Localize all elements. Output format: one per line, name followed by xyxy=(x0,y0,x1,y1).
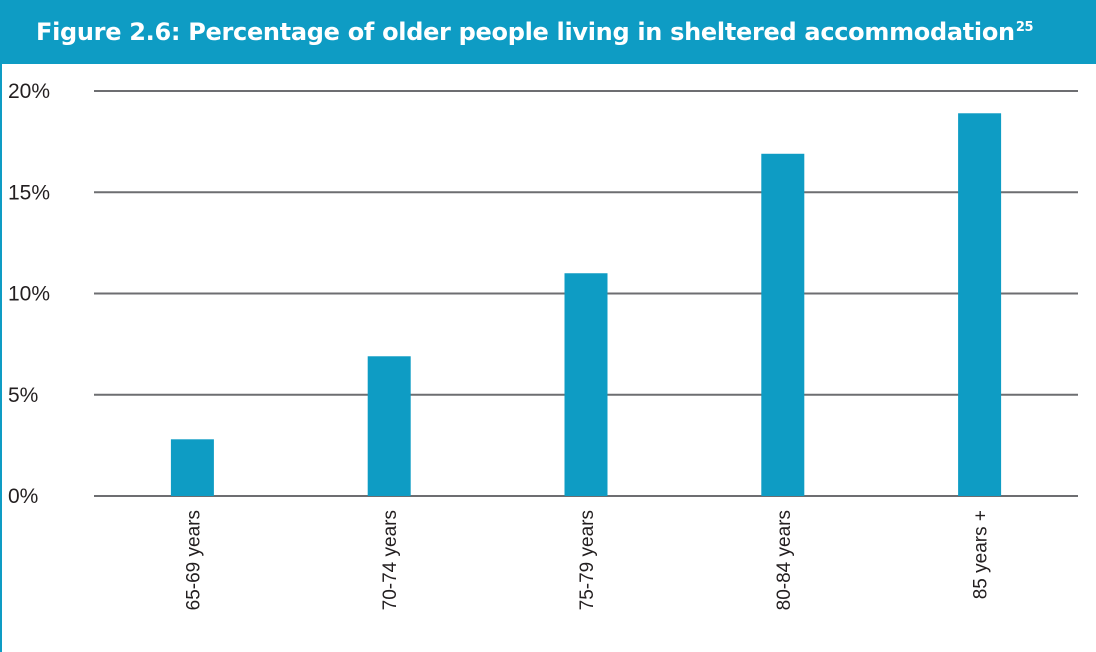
y-tick-label: 20% xyxy=(8,80,50,103)
y-tick-label: 5% xyxy=(8,384,38,407)
bar xyxy=(170,439,214,496)
bar xyxy=(564,273,608,496)
x-tick-label: 75-79 years xyxy=(577,510,598,610)
x-tick-label: 70-74 years xyxy=(380,510,401,610)
figure-title: Figure 2.6: Percentage of older people l… xyxy=(36,18,1034,46)
bar xyxy=(958,113,1002,497)
title-footnote-ref: 25 xyxy=(1015,20,1034,35)
x-tick-label: 80-84 years xyxy=(774,510,795,610)
bar xyxy=(367,356,411,496)
y-tick-label: 15% xyxy=(8,181,50,204)
bar xyxy=(761,153,805,496)
x-tick-label: 65-69 years xyxy=(183,510,204,610)
bar-chart: 0% 5% 10% 15% 20% 65-69 years 70-74 years 75-79… xyxy=(8,80,1078,610)
figure-title-bar: Figure 2.6: Percentage of older people l… xyxy=(2,0,1096,64)
x-tick-label: 85 years + xyxy=(971,510,992,599)
y-tick-label: 10% xyxy=(8,283,50,306)
y-tick-label: 0% xyxy=(8,485,38,508)
